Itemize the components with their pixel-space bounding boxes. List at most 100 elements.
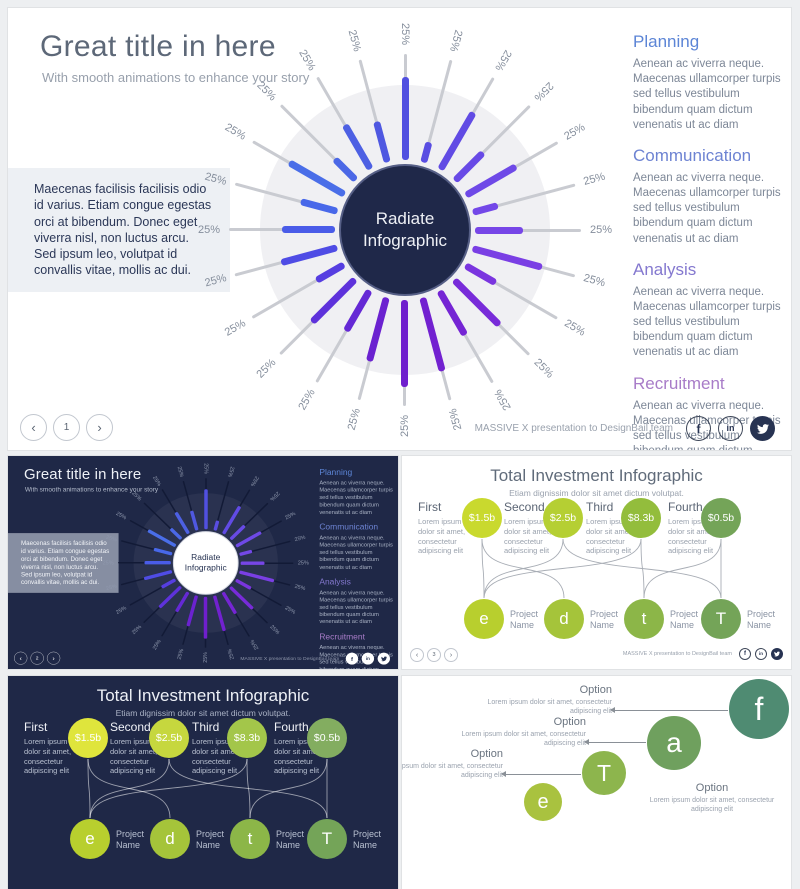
spoke-value-label: 25% (297, 560, 309, 566)
facebook-glyph: f (696, 421, 701, 436)
spoke-value-label: 25% (226, 465, 236, 478)
section-body: Aenean ac viverra neque. Maecenas ullamc… (633, 399, 781, 450)
options-diagram: Option Lorem ipsum dolor sit amet, consec… (402, 676, 791, 889)
twitter-icon[interactable] (750, 416, 775, 441)
connection-curve (481, 538, 485, 599)
investment-amount: $8.3b (627, 512, 655, 524)
investment-item-name: First (418, 500, 442, 514)
next-button[interactable]: › (46, 651, 61, 665)
connection-curve (483, 538, 642, 599)
page-number: 1 (53, 414, 80, 441)
footer-credit-row: MASSIVE X presentation to DesignBail tea… (475, 416, 775, 441)
slide-subtitle: Etiam dignissim dolor sit amet dictum vo… (115, 708, 291, 718)
spoke-value-label: 25% (114, 605, 128, 616)
linkedin-glyph: in (365, 655, 370, 661)
spoke-value-label: 25% (114, 510, 128, 521)
option-body: Lorem ipsum dolor sit amet, consectetur … (402, 763, 503, 780)
connection-curves (481, 538, 722, 599)
facebook-icon[interactable]: f (739, 648, 751, 660)
investment-amount-circle: $2.5b (149, 718, 189, 758)
section-title: Planning (633, 32, 700, 51)
investment-item-name: Fourth (274, 720, 309, 734)
spoke-bar (475, 226, 523, 234)
spoke-value-label: 25% (293, 534, 307, 543)
project-circle: e (70, 819, 110, 859)
option-letter: e (537, 790, 549, 813)
facebook-icon[interactable]: f (345, 652, 359, 665)
chart-center-line1: Radiate (375, 208, 435, 228)
linkedin-icon[interactable]: in (718, 416, 743, 441)
next-button[interactable]: › (444, 648, 458, 662)
slide-radiate-white: Great title in here With smooth animatio… (8, 8, 791, 450)
slide-nav: ‹ 3 › (410, 648, 458, 662)
investment-item: Third Lorem ipsum dolor sit amet, consect… (586, 500, 646, 556)
investment-item: Fourth Lorem ipsum dolor sit amet, consec… (274, 720, 334, 776)
project-name-label: Project Name (590, 609, 619, 631)
section-title: Recruitment (633, 373, 725, 393)
investment-item: Third Lorem ipsum dolor sit amet, consect… (192, 720, 252, 776)
twitter-icon[interactable] (377, 652, 391, 665)
option-letter: T (596, 759, 612, 786)
spoke-value-label: 25% (447, 407, 465, 432)
investment-amount-circle: $1.5b (462, 498, 502, 538)
project-letter: t (641, 609, 647, 628)
investment-item-name: Second (110, 720, 151, 734)
investment-item-name: Third (192, 720, 220, 734)
section-body: Aenean ac viverra neque. Maecenas ullamc… (319, 589, 393, 625)
slide-nav: ‹ 2 › (13, 651, 61, 665)
investment-item: First Lorem ipsum dolor sit amet, consect… (24, 720, 84, 776)
slide-options-thumbnail[interactable]: Option Lorem ipsum dolor sit amet, consec… (402, 676, 791, 889)
twitter-bird-icon (756, 423, 769, 434)
option-circle: T (582, 751, 626, 795)
investment-item: Second Lorem ipsum dolor sit amet, consec… (110, 720, 170, 776)
spoke-value-label: 25% (268, 623, 281, 636)
next-button[interactable]: › (86, 414, 113, 441)
spoke-value-label: 25% (202, 463, 209, 474)
slide-radiate-dark-thumbnail[interactable]: Great title in here With smooth animatio… (8, 456, 398, 669)
spoke-value-label: 25% (293, 583, 307, 592)
investment-item-body: Lorem ipsum dolor sit amet, consectetur … (504, 517, 552, 556)
slide-radiate-dark: Great title in here With smooth animatio… (8, 456, 398, 669)
project-circle: T (307, 819, 347, 859)
spoke-value-label: 25% (492, 387, 514, 413)
spoke-bar (240, 561, 265, 565)
slide-subtitle: With smooth animations to enhance your s… (42, 70, 310, 85)
option-letter: f (754, 690, 764, 727)
slide-investment-white-thumbnail[interactable]: Total Investment Infographic Etiam digni… (402, 456, 791, 669)
section-body: Aenean ac viverra neque. Maecenas ullamc… (633, 58, 781, 131)
investment-item: Fourth Lorem ipsum dolor sit amet, consec… (668, 500, 728, 556)
investment-amount: $8.3b (233, 732, 261, 744)
investment-diagram: First Lorem ipsum dolor sit amet, consect… (402, 456, 791, 669)
project-circle: t (624, 599, 664, 639)
spoke-value-label: 25% (447, 28, 465, 53)
spoke-value-label: 25% (589, 224, 613, 236)
option-title: Option (695, 782, 729, 794)
spoke-value-label: 25% (202, 652, 209, 663)
connection-curve (483, 538, 564, 599)
slide-investment-dark-thumbnail[interactable]: Total Investment Infographic Etiam digni… (8, 676, 398, 889)
footer-credit: MASSIVE X presentation to DesignBail tea… (474, 423, 673, 434)
spoke-bar (204, 596, 208, 639)
investment-amount: $2.5b (549, 512, 577, 524)
prev-button[interactable]: ‹ (20, 414, 47, 441)
prev-button[interactable]: ‹ (13, 651, 28, 665)
option-label-block: Option Lorem ipsum dolor sit amet, consec… (402, 748, 503, 780)
slide-title: Total Investment Infographic (490, 466, 703, 485)
linkedin-icon[interactable]: in (361, 652, 375, 665)
investment-item-body: Lorem ipsum dolor sit amet, consectetur … (668, 517, 716, 556)
spoke-bar (144, 561, 171, 565)
intro-paragraph: Maecenas facilisis facilisis odio id var… (8, 168, 230, 292)
linkedin-icon[interactable]: in (755, 648, 767, 660)
linkedin-glyph: in (726, 423, 735, 433)
option-connector-line (506, 774, 581, 775)
investment-item-body: Lorem ipsum dolor sit amet, consectetur … (274, 737, 322, 776)
section-title: Communication (633, 145, 752, 165)
project-circle: d (544, 599, 584, 639)
twitter-icon[interactable] (771, 648, 783, 660)
facebook-icon[interactable]: f (686, 416, 711, 441)
spoke-value-label: 25% (492, 47, 514, 73)
project-letter: e (85, 829, 95, 848)
spoke-value-label: 25% (102, 560, 114, 566)
prev-button[interactable]: ‹ (410, 648, 424, 662)
project-circle: e (464, 599, 504, 639)
